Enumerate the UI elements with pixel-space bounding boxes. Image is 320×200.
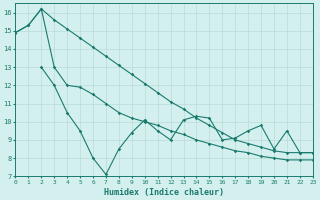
X-axis label: Humidex (Indice chaleur): Humidex (Indice chaleur) [104,188,224,197]
